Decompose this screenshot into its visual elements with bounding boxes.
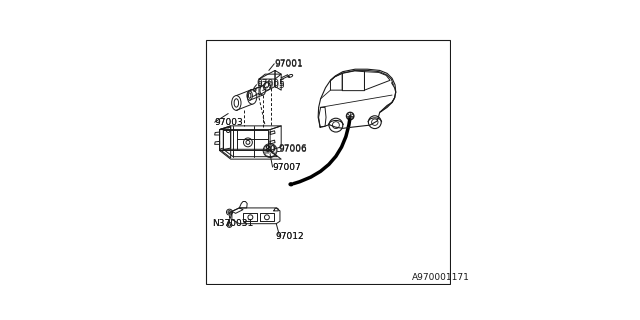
- Text: 97006: 97006: [279, 144, 307, 153]
- Text: 97006: 97006: [279, 145, 307, 154]
- Text: A970001171: A970001171: [412, 273, 470, 283]
- FancyArrowPatch shape: [294, 119, 350, 184]
- Text: 80: 80: [264, 145, 276, 154]
- Text: 97005: 97005: [257, 79, 285, 89]
- Text: 97003: 97003: [214, 118, 243, 127]
- Text: N370031: N370031: [212, 219, 253, 228]
- Text: 97003: 97003: [214, 118, 243, 127]
- Text: 97012: 97012: [275, 231, 303, 241]
- Text: 97012: 97012: [275, 232, 303, 241]
- Text: km/h: km/h: [265, 151, 276, 155]
- Text: N370031: N370031: [212, 219, 253, 228]
- Text: 97001: 97001: [275, 59, 303, 68]
- Text: 97005: 97005: [257, 81, 285, 90]
- Text: 97007: 97007: [273, 163, 301, 172]
- Text: 97007: 97007: [273, 163, 301, 172]
- Text: 97001: 97001: [275, 60, 303, 69]
